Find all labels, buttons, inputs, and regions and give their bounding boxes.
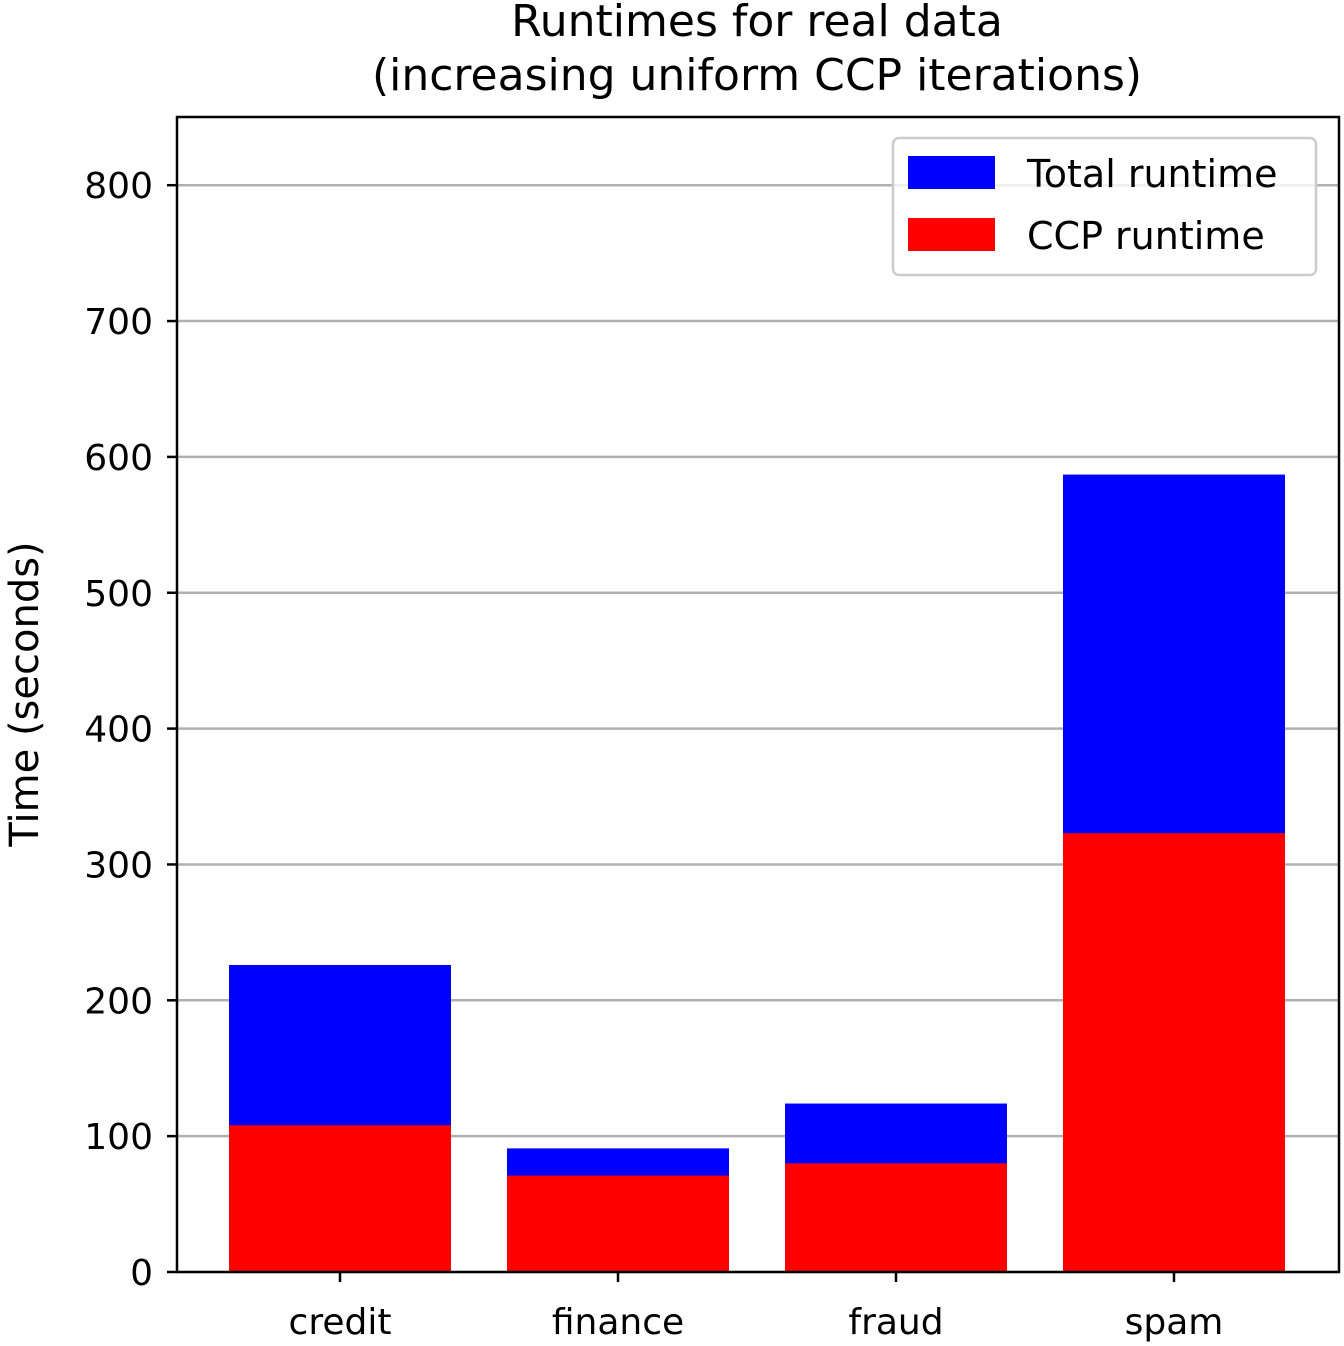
x-tick-label: spam xyxy=(1125,1302,1224,1343)
legend-label: CCP runtime xyxy=(1027,214,1265,258)
bar-ccp-runtime-fraud xyxy=(785,1163,1007,1272)
bars-layer xyxy=(229,474,1285,1272)
y-tick-label: 0 xyxy=(130,1253,153,1294)
y-axis: 0 100 200 300 400 500 600 700 800 xyxy=(84,166,177,1294)
bar-ccp-runtime-spam xyxy=(1063,833,1285,1272)
bar-ccp-runtime-finance xyxy=(507,1175,729,1272)
y-tick-label: 800 xyxy=(84,166,153,207)
y-tick-label: 100 xyxy=(84,1117,153,1158)
legend-swatch xyxy=(908,156,995,189)
y-axis-label: Time (seconds) xyxy=(2,541,48,847)
x-tick-label: finance xyxy=(552,1302,684,1343)
y-tick-label: 700 xyxy=(84,302,153,343)
y-tick-label: 400 xyxy=(84,710,153,751)
y-tick-label: 200 xyxy=(84,981,153,1022)
y-tick-label: 300 xyxy=(84,845,153,886)
y-tick-label: 600 xyxy=(84,438,153,479)
legend-box xyxy=(891,136,1318,277)
x-axis: credit finance fraud spam xyxy=(289,1272,1224,1343)
chart-subtitle: (increasing uniform CCP iterations) xyxy=(372,50,1142,101)
legend: Total runtime CCP runtime xyxy=(891,136,1318,277)
y-tick-label: 500 xyxy=(84,574,153,615)
x-tick-label: credit xyxy=(289,1302,392,1343)
chart-title: Runtimes for real data xyxy=(511,0,1003,47)
legend-swatch xyxy=(908,218,995,251)
x-tick-label: fraud xyxy=(848,1302,943,1343)
bar-ccp-runtime-credit xyxy=(229,1125,451,1272)
legend-items: Total runtime CCP runtime xyxy=(908,152,1277,258)
legend-label: Total runtime xyxy=(1026,152,1277,196)
plot-frame xyxy=(175,115,1341,1274)
